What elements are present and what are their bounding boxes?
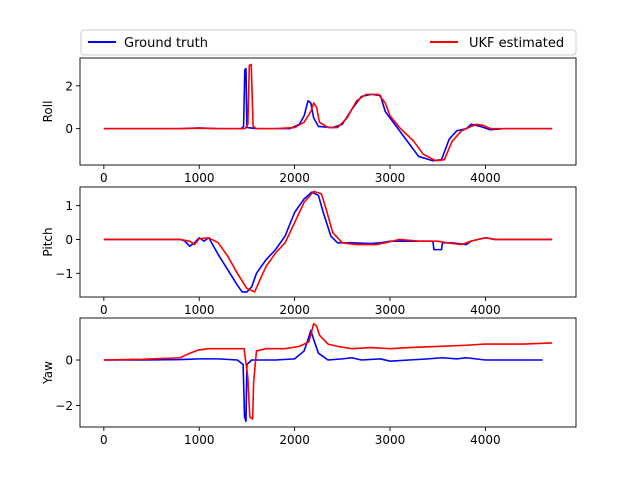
x-tick-label: 3000 xyxy=(375,171,406,185)
y-tick-label: −2 xyxy=(55,399,73,413)
y-axis-label: Yaw xyxy=(41,361,55,385)
legend-label-ground-truth: Ground truth xyxy=(124,36,208,51)
legend-label-ukf-estimated: UKF estimated xyxy=(469,36,564,51)
x-tick-label: 3000 xyxy=(375,303,406,317)
series-line-ground-truth xyxy=(103,67,553,162)
series-line-ukf-estimated xyxy=(103,322,553,420)
y-axis-label: Pitch xyxy=(41,227,55,256)
x-tick-label: 4000 xyxy=(470,171,501,185)
x-tick-label: 2000 xyxy=(279,171,310,185)
x-tick-label: 0 xyxy=(100,171,108,185)
x-tick-label: 0 xyxy=(100,433,108,447)
panel-pitch: 0 1000 2000 3000 4000 −1 0 1 Pitch xyxy=(41,186,577,317)
panel-yaw: 0 1000 2000 3000 4000 −2 0 Yaw xyxy=(41,317,577,447)
x-tick-label: 4000 xyxy=(470,303,501,317)
x-tick-label: 1000 xyxy=(184,433,215,447)
panel-roll: 0 1000 2000 3000 4000 0 2 Roll xyxy=(41,57,577,185)
x-tick-label: 4000 xyxy=(470,433,501,447)
y-tick-label: 0 xyxy=(65,233,73,247)
y-axis-label: Roll xyxy=(41,101,55,123)
x-tick-label: 0 xyxy=(100,303,108,317)
series-line-ukf-estimated xyxy=(103,190,553,293)
x-tick-label: 1000 xyxy=(184,171,215,185)
y-tick-label: −1 xyxy=(55,267,73,281)
x-tick-label: 3000 xyxy=(375,433,406,447)
series-line-ground-truth xyxy=(103,191,553,293)
series-line-ukf-estimated xyxy=(103,63,553,162)
y-tick-label: 0 xyxy=(65,122,73,136)
axes-frame xyxy=(79,57,577,166)
series-line-ground-truth xyxy=(103,329,543,423)
x-tick-label: 2000 xyxy=(279,303,310,317)
legend-box xyxy=(80,29,577,56)
legend: Ground truth UKF estimated xyxy=(80,29,577,56)
x-tick-label: 1000 xyxy=(184,303,215,317)
y-tick-label: 2 xyxy=(65,79,73,93)
y-tick-label: 0 xyxy=(65,354,73,368)
axes-frame xyxy=(79,317,577,428)
x-tick-label: 2000 xyxy=(279,433,310,447)
axes-frame xyxy=(79,186,577,298)
y-tick-label: 1 xyxy=(65,199,73,213)
